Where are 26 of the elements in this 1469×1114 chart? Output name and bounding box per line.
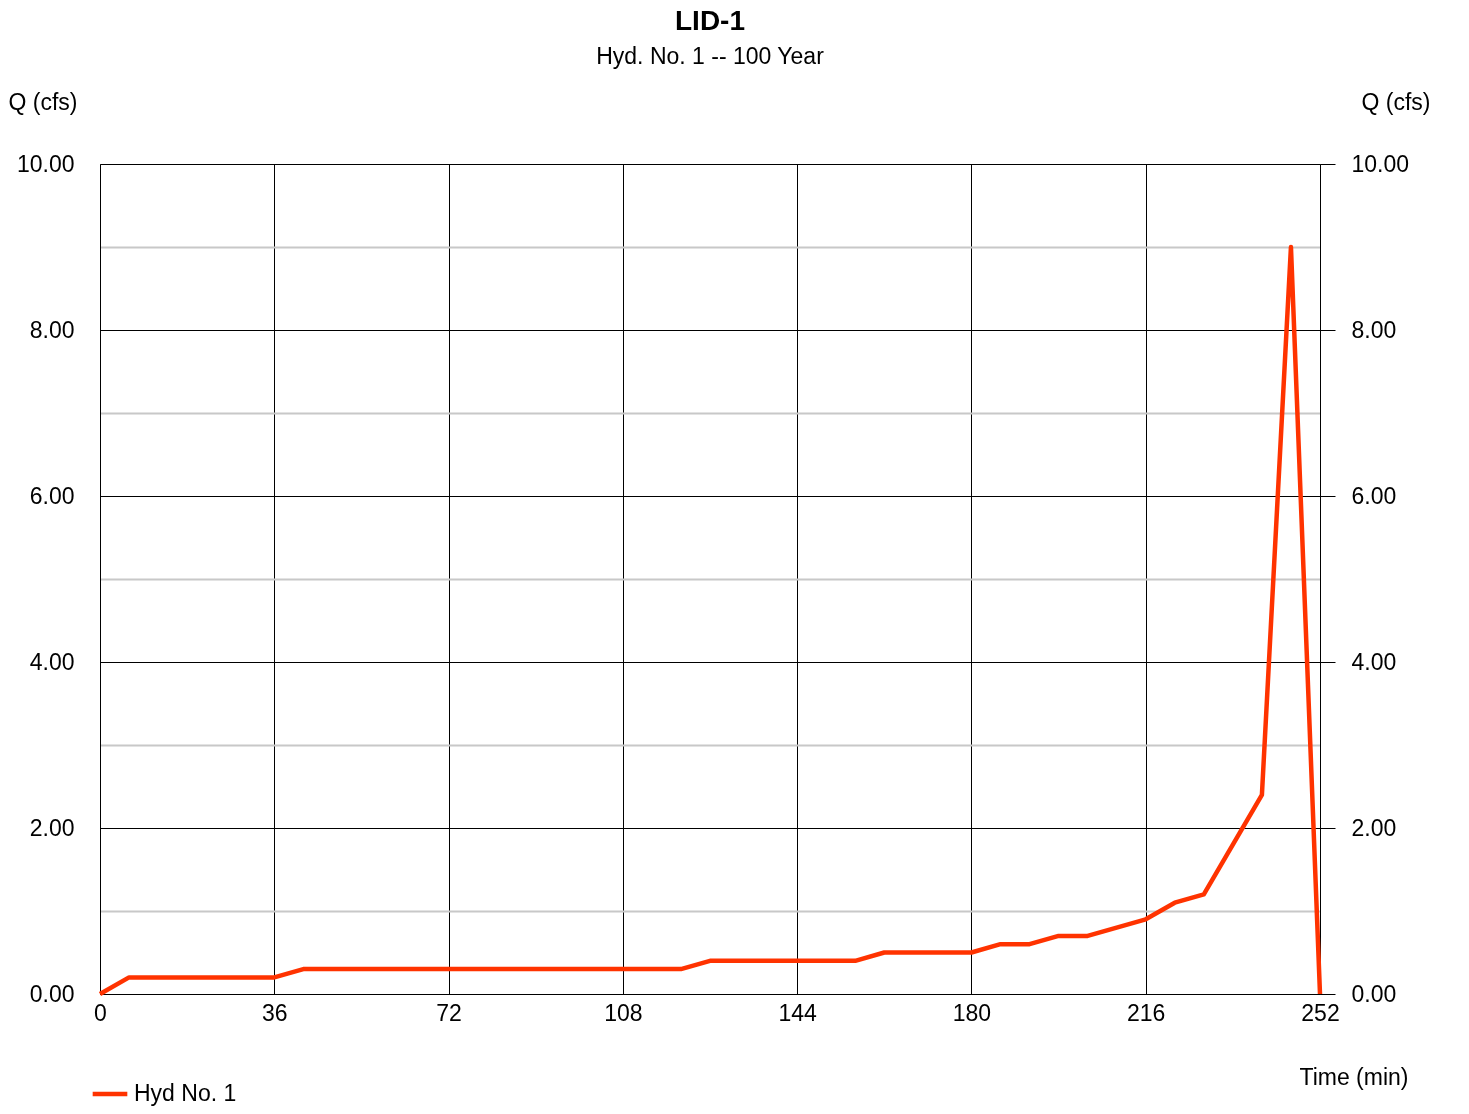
y-tick-label: 4.00 (29, 648, 75, 675)
x-tick-label: 72 (436, 999, 462, 1026)
y2-axis-title: Q (cfs) (1361, 88, 1431, 115)
x-tick-label: 108 (604, 999, 643, 1026)
x-tick-label: 252 (1301, 999, 1340, 1026)
x-tick-label: 180 (952, 999, 992, 1026)
y-tick-label: 2.00 (29, 814, 75, 841)
x-tick-label: 216 (1127, 999, 1166, 1026)
x-tick-label: 144 (778, 999, 818, 1026)
y-tick-label: 6.00 (29, 482, 75, 509)
x-tick-label: 0 (94, 999, 107, 1026)
x-axis-title: Time (min) (1299, 1063, 1409, 1090)
y2-tick-label: 0.00 (1351, 980, 1397, 1007)
y2-tick-label: 10.00 (1351, 150, 1410, 177)
y2-tick-label: 2.00 (1351, 814, 1397, 841)
y2-tick-label: 4.00 (1351, 648, 1397, 675)
y2-tick-label: 6.00 (1351, 482, 1397, 509)
x-tick-label: 36 (261, 999, 288, 1026)
y2-tick-label: 8.00 (1351, 316, 1397, 343)
legend-label: Hyd No. 1 (134, 1080, 237, 1106)
y-axis-title: Q (cfs) (8, 88, 78, 115)
y-tick-label: 10.00 (16, 150, 75, 177)
y-tick-label: 8.00 (29, 316, 75, 343)
y-tick-label: 0.00 (29, 980, 75, 1007)
chart-subtitle: Hyd. No. 1 -- 100 Year (596, 43, 825, 69)
chart-title: LID-1 (675, 5, 745, 36)
